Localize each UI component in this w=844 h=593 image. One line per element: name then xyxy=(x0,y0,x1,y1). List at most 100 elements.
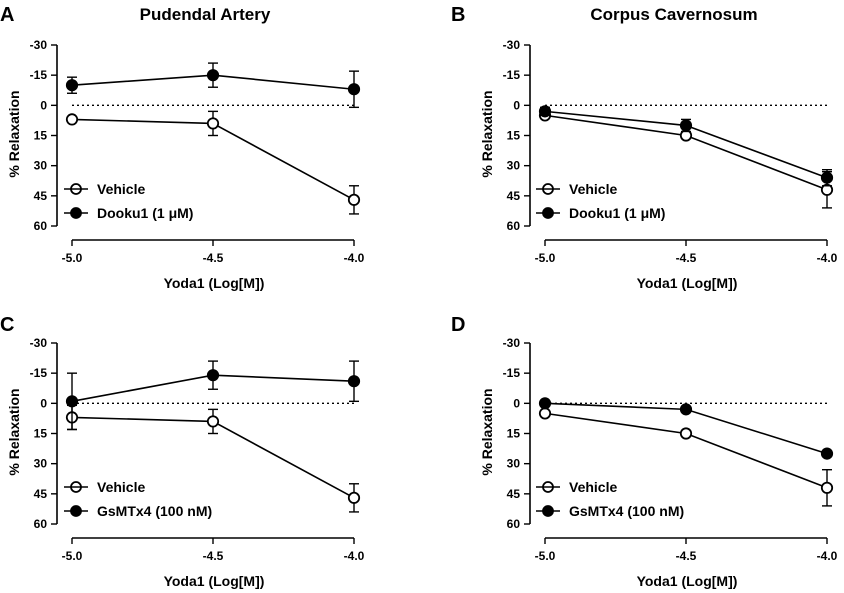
legend-label-vehicle: Vehicle xyxy=(569,181,617,197)
y-tick-label: 15 xyxy=(34,129,48,143)
y-tick-label: 30 xyxy=(507,457,521,471)
y-tick-label: -15 xyxy=(503,68,521,82)
x-tick-label: -5.0 xyxy=(535,251,556,265)
data-point xyxy=(206,117,220,130)
y-tick-label: 30 xyxy=(34,159,48,173)
x-tick-label: -4.5 xyxy=(203,549,224,563)
y-axis-title: % Relaxation xyxy=(479,90,495,177)
data-point xyxy=(538,397,552,410)
legend: Vehicle GsMTx4 (100 nM) xyxy=(64,479,212,519)
x-tick-label: -4.0 xyxy=(817,549,838,563)
x-tick-label: -5.0 xyxy=(535,549,556,563)
y-tick-label: 15 xyxy=(507,129,521,143)
y-tick-label: 60 xyxy=(34,219,48,233)
y-tick-label: 15 xyxy=(34,427,48,441)
data-point xyxy=(820,481,834,494)
panel-title: Corpus Cavernosum xyxy=(590,5,757,24)
y-tick-label: -30 xyxy=(30,38,48,52)
y-axis-title: % Relaxation xyxy=(6,90,22,177)
axes: -30 -15 0 15 30 45 60 -5.0 -4.5 -4.0 xyxy=(503,336,838,563)
x-tick-label: -4.5 xyxy=(203,251,224,265)
series-line xyxy=(544,412,828,489)
data-point xyxy=(820,171,834,184)
legend-label-vehicle: Vehicle xyxy=(97,181,145,197)
y-tick-label: 30 xyxy=(34,457,48,471)
y-axis-title: % Relaxation xyxy=(479,388,495,475)
y-tick-label: 60 xyxy=(507,219,521,233)
x-axis-title: Yoda1 (Log[M]) xyxy=(637,573,738,589)
x-tick-label: -4.0 xyxy=(817,251,838,265)
data-point xyxy=(347,375,361,388)
y-tick-label: 0 xyxy=(513,396,520,410)
series-treatment xyxy=(65,360,361,431)
legend: Vehicle Dooku1 (1 μM) xyxy=(64,181,193,221)
legend-label-treatment: Dooku1 (1 μM) xyxy=(569,205,665,221)
y-tick-label: 0 xyxy=(40,98,47,112)
x-tick-label: -4.5 xyxy=(676,549,697,563)
y-tick-label: 45 xyxy=(507,487,521,501)
data-point xyxy=(65,113,79,126)
y-tick-label: 60 xyxy=(507,517,521,531)
legend-label-treatment: GsMTx4 (100 nM) xyxy=(569,503,684,519)
legend-label-vehicle: Vehicle xyxy=(97,479,145,495)
series-treatment xyxy=(65,62,361,109)
y-tick-label: 0 xyxy=(40,396,47,410)
x-axis-title: Yoda1 (Log[M]) xyxy=(637,275,738,291)
y-tick-label: 30 xyxy=(507,159,521,173)
y-tick-label: -30 xyxy=(503,38,521,52)
panel-b: B Corpus Cavernosum % Relaxation Yoda1 (… xyxy=(451,4,838,291)
data-point xyxy=(820,447,834,460)
axes: -30 -15 0 15 30 45 60 -5.0 -4.5 -4.0 xyxy=(503,38,838,265)
legend-label-treatment: GsMTx4 (100 nM) xyxy=(97,503,212,519)
panel-title: Pudendal Artery xyxy=(140,5,271,24)
data-point xyxy=(206,415,220,428)
y-tick-label: 60 xyxy=(34,517,48,531)
x-tick-label: -4.0 xyxy=(344,251,365,265)
y-tick-label: 45 xyxy=(34,189,48,203)
x-tick-label: -4.5 xyxy=(676,251,697,265)
legend: Vehicle Dooku1 (1 μM) xyxy=(536,181,665,221)
x-axis-title: Yoda1 (Log[M]) xyxy=(164,573,265,589)
panel-c: C % Relaxation Yoda1 (Log[M]) Vehicle Gs… xyxy=(0,314,365,589)
panel-label: C xyxy=(0,314,14,336)
series-treatment xyxy=(538,105,834,187)
series-treatment xyxy=(538,397,834,460)
y-tick-label: 15 xyxy=(507,427,521,441)
data-point xyxy=(347,83,361,96)
legend-label-treatment: Dooku1 (1 μM) xyxy=(97,205,193,221)
panel-d: D % Relaxation Yoda1 (Log[M]) Vehicle Gs… xyxy=(451,314,838,589)
y-tick-label: -15 xyxy=(30,366,48,380)
data-point xyxy=(347,193,361,206)
y-axis-title: % Relaxation xyxy=(6,388,22,475)
data-point xyxy=(65,79,79,92)
data-point xyxy=(679,403,693,416)
data-point xyxy=(538,407,552,420)
x-tick-label: -5.0 xyxy=(62,251,83,265)
data-point xyxy=(679,427,693,440)
panel-label: A xyxy=(0,4,14,26)
x-tick-label: -4.0 xyxy=(344,549,365,563)
y-tick-label: -30 xyxy=(30,336,48,350)
data-point xyxy=(538,105,552,118)
legend-label-vehicle: Vehicle xyxy=(569,479,617,495)
x-axis-title: Yoda1 (Log[M]) xyxy=(164,275,265,291)
panel-a: A Pudendal Artery % Relaxation Yoda1 (Lo… xyxy=(0,4,365,291)
data-point xyxy=(679,119,693,132)
data-point xyxy=(347,491,361,504)
y-tick-label: 45 xyxy=(507,189,521,203)
y-tick-label: -15 xyxy=(30,68,48,82)
y-tick-label: 0 xyxy=(513,98,520,112)
axes: -30 -15 0 15 30 45 60 -5.0 -4.5 -4.0 xyxy=(30,336,365,563)
axes: -30 -15 0 15 30 45 60 -5.0 -4.5 -4.0 xyxy=(30,38,365,265)
y-tick-label: -15 xyxy=(503,366,521,380)
y-tick-label: 45 xyxy=(34,487,48,501)
x-tick-label: -5.0 xyxy=(62,549,83,563)
panel-label: B xyxy=(451,4,465,26)
data-point xyxy=(206,369,220,382)
legend: Vehicle GsMTx4 (100 nM) xyxy=(536,479,684,519)
data-point xyxy=(65,395,79,408)
series-vehicle xyxy=(538,407,834,507)
data-point xyxy=(206,69,220,82)
series-vehicle xyxy=(65,404,361,513)
